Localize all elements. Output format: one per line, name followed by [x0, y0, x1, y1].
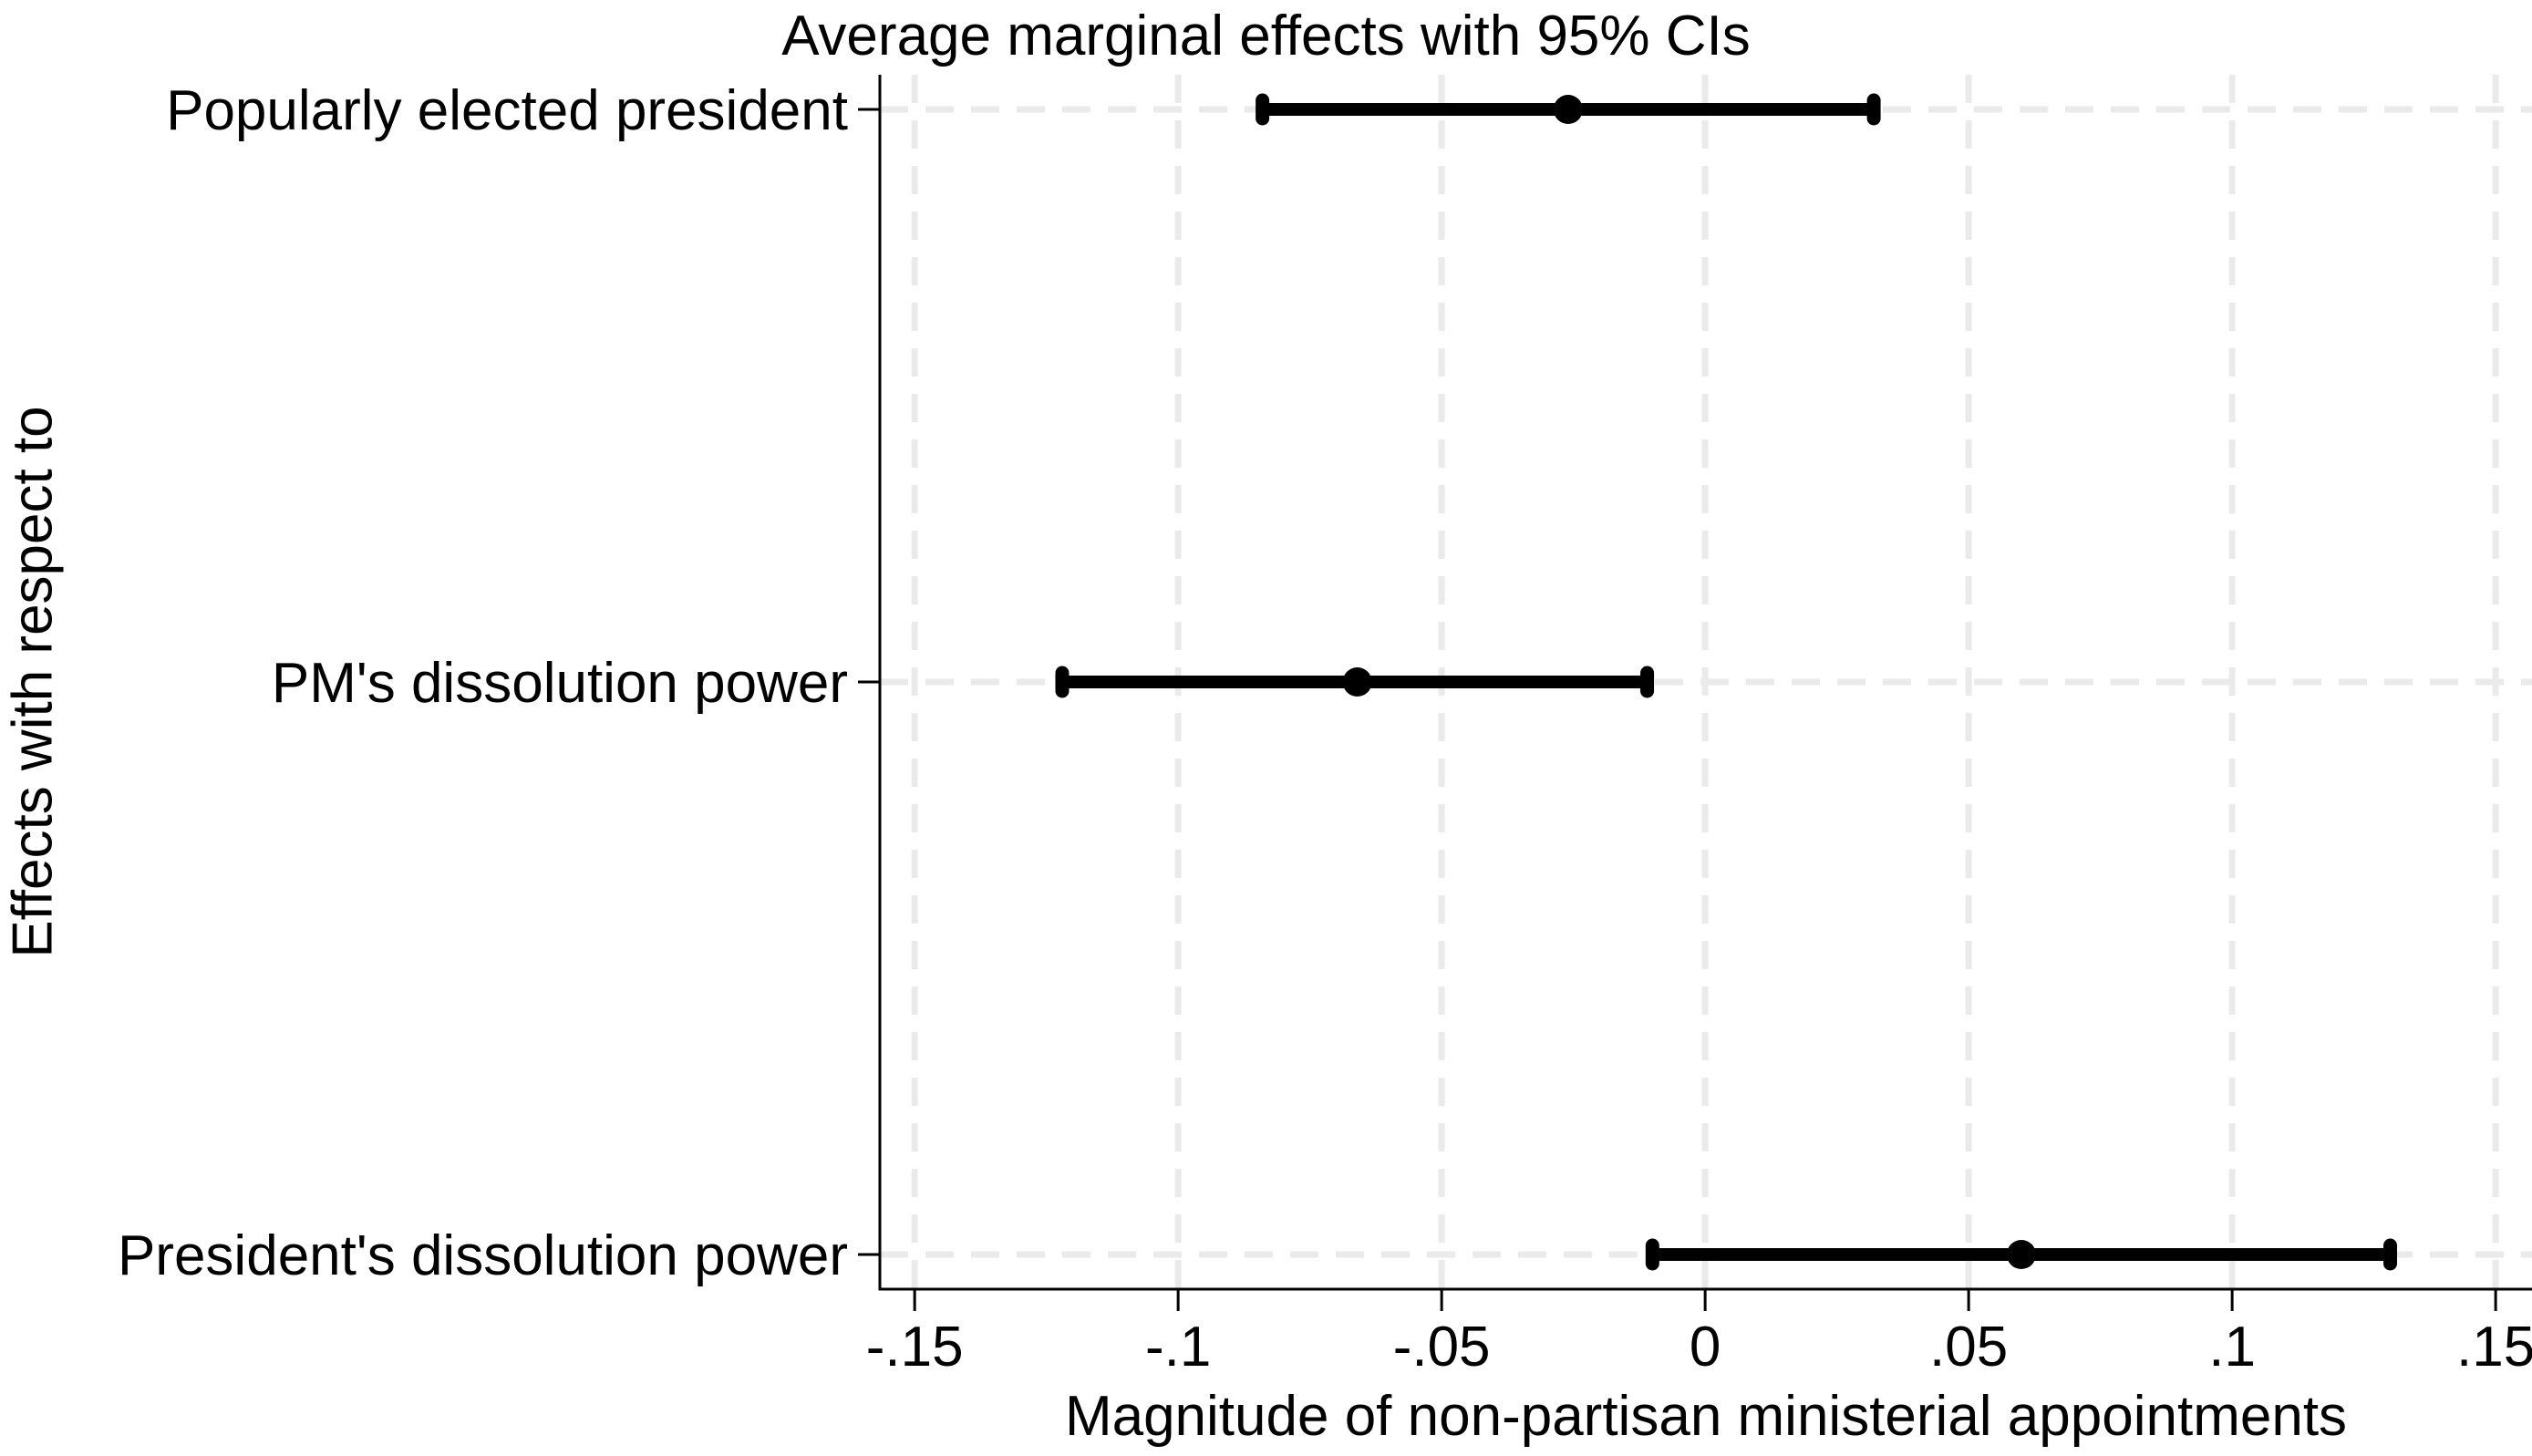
point-estimate-marker — [1553, 95, 1583, 124]
x-tick-label: -.15 — [866, 1316, 964, 1379]
category-label: PM's dissolution power — [272, 652, 848, 715]
x-tick-label: .15 — [2456, 1316, 2532, 1379]
chart-title: Average marginal effects with 95% CIs — [781, 5, 1751, 67]
point-estimate-marker — [2006, 1240, 2036, 1269]
point-estimate-marker — [1342, 667, 1372, 697]
x-tick-label: .1 — [2208, 1316, 2256, 1379]
x-tick-label: .05 — [1929, 1316, 2008, 1379]
x-tick-label: -.1 — [1145, 1316, 1211, 1379]
x-tick-label: -.05 — [1393, 1316, 1491, 1379]
x-tick-label: 0 — [1690, 1316, 1721, 1379]
category-label: President's dissolution power — [118, 1224, 848, 1287]
x-axis-title: Magnitude of non-partisan ministerial ap… — [1064, 1385, 2348, 1448]
category-label: Popularly elected president — [166, 79, 848, 142]
